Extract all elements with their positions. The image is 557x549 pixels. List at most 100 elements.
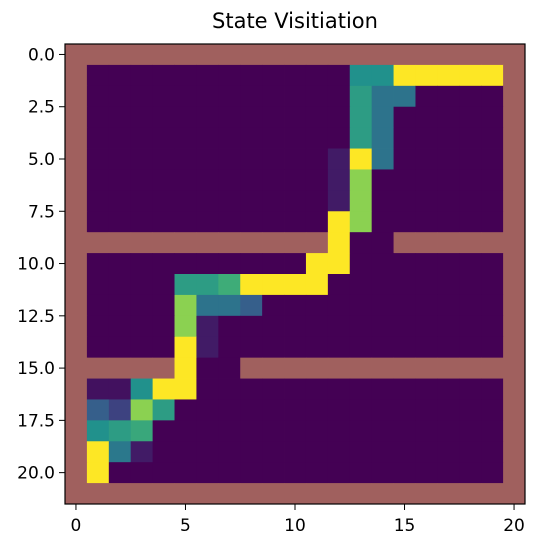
state-cell xyxy=(108,211,132,233)
state-cell xyxy=(196,294,219,317)
state-cell xyxy=(240,441,263,463)
state-cell xyxy=(305,106,329,129)
state-cell xyxy=(284,169,307,191)
state-cell xyxy=(130,462,154,484)
state-cell xyxy=(174,420,197,442)
wall-cell xyxy=(503,294,526,317)
state-cell xyxy=(262,274,285,296)
wall-cell xyxy=(349,44,373,66)
state-cell xyxy=(284,420,307,442)
state-cell xyxy=(415,64,438,87)
state-cell xyxy=(174,106,197,129)
state-cell xyxy=(481,294,504,317)
state-cell xyxy=(481,274,504,296)
state-cell xyxy=(108,462,132,484)
state-cell xyxy=(327,106,351,129)
state-cell xyxy=(393,211,416,233)
state-cell xyxy=(196,378,219,400)
state-cell xyxy=(305,399,329,421)
y-tick-label: 5.0 xyxy=(28,150,55,170)
state-cell xyxy=(262,315,285,338)
state-cell xyxy=(130,148,154,170)
state-cell xyxy=(349,106,373,129)
state-cell xyxy=(437,148,460,170)
state-cell xyxy=(130,190,154,212)
state-cell xyxy=(218,294,241,317)
state-cell xyxy=(240,85,263,108)
state-cell xyxy=(152,420,175,442)
state-cell xyxy=(415,420,438,442)
state-cell xyxy=(218,399,241,421)
state-cell xyxy=(196,253,219,275)
state-cell xyxy=(459,211,482,233)
wall-cell xyxy=(459,232,482,254)
state-cell xyxy=(218,357,241,379)
state-cell xyxy=(108,106,132,129)
state-cell xyxy=(327,64,351,87)
state-cell xyxy=(108,253,132,275)
state-cell xyxy=(196,420,219,442)
state-cell xyxy=(262,378,285,400)
state-cell xyxy=(284,462,307,484)
state-cell xyxy=(437,106,460,129)
state-cell xyxy=(327,315,351,338)
wall-cell xyxy=(503,211,526,233)
state-cell xyxy=(305,294,329,317)
state-cell xyxy=(327,148,351,170)
state-cell xyxy=(196,399,219,421)
y-tick-label: 15.0 xyxy=(17,359,55,379)
x-axis: 0 5 10 15 20 xyxy=(71,504,525,536)
state-cell xyxy=(284,336,307,359)
state-cell xyxy=(415,274,438,296)
wall-cell xyxy=(481,357,504,379)
state-cell xyxy=(218,462,241,484)
state-cell xyxy=(371,274,394,296)
wall-cell xyxy=(437,44,460,66)
state-cell xyxy=(130,420,154,442)
state-cell xyxy=(327,462,351,484)
state-cell xyxy=(86,294,110,317)
state-cell xyxy=(130,106,154,129)
wall-cell xyxy=(65,211,88,233)
state-cell xyxy=(459,399,482,421)
state-cell xyxy=(284,378,307,400)
state-cell xyxy=(262,169,285,191)
state-cell xyxy=(459,64,482,87)
state-cell xyxy=(327,274,351,296)
wall-cell xyxy=(393,44,416,66)
state-cell xyxy=(459,336,482,359)
state-cell xyxy=(393,148,416,170)
wall-cell xyxy=(152,483,175,505)
state-cell xyxy=(240,399,263,421)
state-cell xyxy=(152,378,175,400)
state-cell xyxy=(196,336,219,359)
state-cell xyxy=(108,85,132,108)
wall-cell xyxy=(218,483,241,505)
state-cell xyxy=(371,190,394,212)
state-cell xyxy=(459,420,482,442)
state-cell xyxy=(371,336,394,359)
state-cell xyxy=(349,211,373,233)
state-cell xyxy=(393,127,416,149)
state-cell xyxy=(86,378,110,400)
state-cell xyxy=(415,441,438,463)
state-cell xyxy=(327,378,351,400)
wall-cell xyxy=(393,232,416,254)
state-cell xyxy=(459,127,482,149)
state-cell xyxy=(86,441,110,463)
wall-cell xyxy=(503,357,526,379)
state-cell xyxy=(240,211,263,233)
state-cell xyxy=(349,169,373,191)
state-cell xyxy=(393,274,416,296)
state-cell xyxy=(218,274,241,296)
y-axis: 0.0 2.5 5.0 7.5 10.0 12.5 15.0 17.5 20.0 xyxy=(17,45,65,484)
wall-cell xyxy=(415,483,438,505)
state-cell xyxy=(481,253,504,275)
wall-cell xyxy=(65,127,88,149)
state-cell xyxy=(262,211,285,233)
state-cell xyxy=(130,378,154,400)
wall-cell xyxy=(371,44,394,66)
wall-cell xyxy=(503,85,526,108)
state-cell xyxy=(481,441,504,463)
wall-cell xyxy=(65,190,88,212)
